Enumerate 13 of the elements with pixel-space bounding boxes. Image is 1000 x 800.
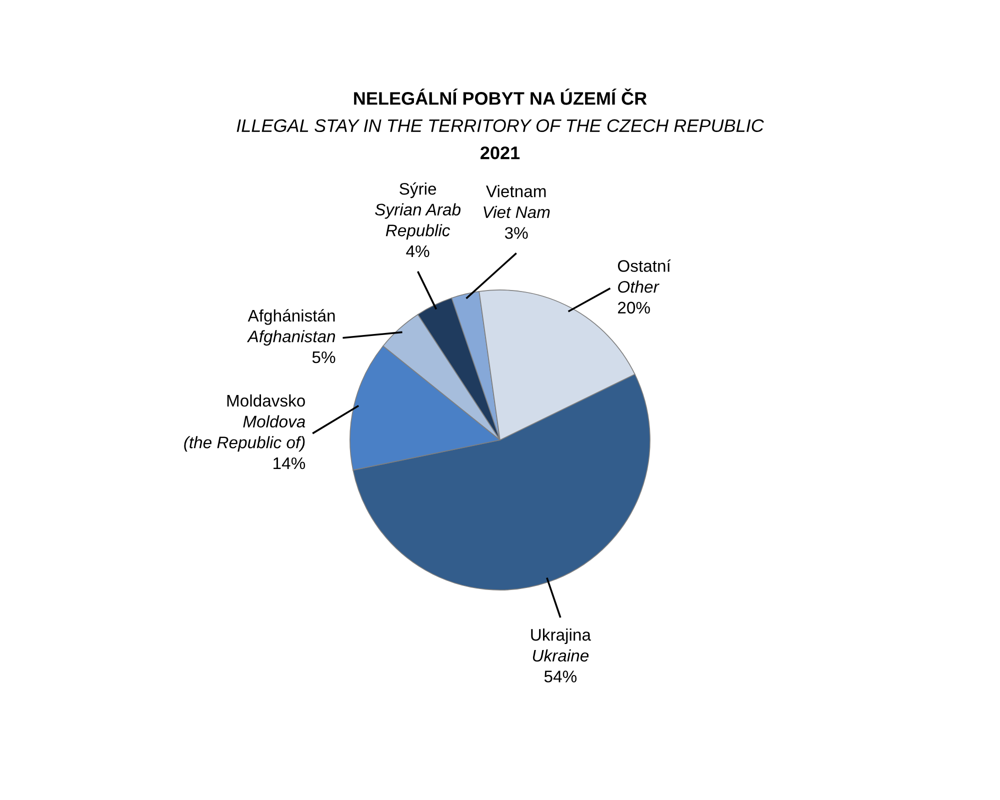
slice-label: Moldavsko Moldova (the Republic of)	[184, 394, 306, 452]
data-label: 3%	[504, 227, 528, 239]
slice-label: Afghánistán Afghanistan	[246, 309, 336, 346]
data-label: 5%	[312, 351, 336, 364]
data-label: 14%	[274, 457, 306, 470]
slice-label: Vietnam Viet Nam	[484, 185, 550, 218]
slice-label: Ukrajina Ukraine	[531, 628, 591, 662]
slice-label: Sýrie Syrian Arab Republic	[375, 182, 461, 240]
data-label: 4%	[406, 245, 430, 258]
data-label: 20%	[618, 302, 650, 314]
chart-title: NELEGÁLNÍ POBYT NA ÚZEMÍ ČR ILLEGAL STAY IN THE TERRITORY OF THE CZECH REPUBLIC 2021	[236, 88, 764, 160]
slice-label: Ostatní Other	[618, 259, 671, 293]
data-label: 54%	[544, 670, 577, 682]
